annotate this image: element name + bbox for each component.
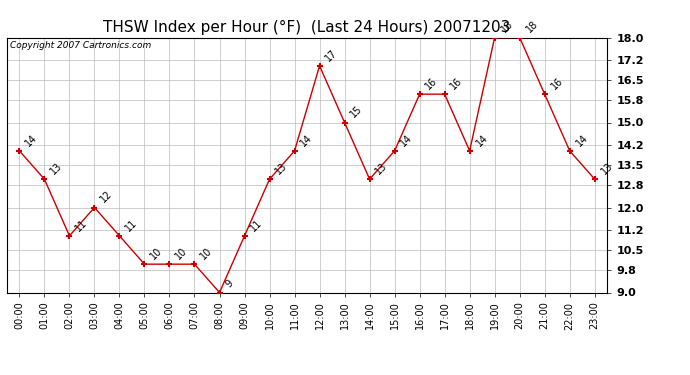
Text: 13: 13: [274, 160, 289, 176]
Text: 16: 16: [424, 76, 440, 92]
Text: 14: 14: [299, 132, 315, 148]
Text: 18: 18: [499, 19, 515, 35]
Text: 11: 11: [124, 217, 139, 233]
Text: 10: 10: [148, 246, 164, 261]
Text: 12: 12: [99, 189, 115, 205]
Text: 14: 14: [23, 132, 39, 148]
Text: 15: 15: [348, 104, 364, 120]
Text: 14: 14: [574, 132, 589, 148]
Text: 9: 9: [224, 278, 235, 290]
Text: 13: 13: [374, 160, 389, 176]
Text: Copyright 2007 Cartronics.com: Copyright 2007 Cartronics.com: [10, 41, 151, 50]
Text: 14: 14: [474, 132, 489, 148]
Text: 17: 17: [324, 47, 339, 63]
Title: THSW Index per Hour (°F)  (Last 24 Hours) 20071203: THSW Index per Hour (°F) (Last 24 Hours)…: [104, 20, 511, 35]
Text: 13: 13: [599, 160, 615, 176]
Text: 10: 10: [174, 246, 189, 261]
Text: 11: 11: [248, 217, 264, 233]
Text: 16: 16: [448, 76, 464, 92]
Text: 18: 18: [524, 19, 540, 35]
Text: 10: 10: [199, 246, 215, 261]
Text: 16: 16: [549, 76, 564, 92]
Text: 13: 13: [48, 160, 64, 176]
Text: 11: 11: [74, 217, 89, 233]
Text: 14: 14: [399, 132, 415, 148]
